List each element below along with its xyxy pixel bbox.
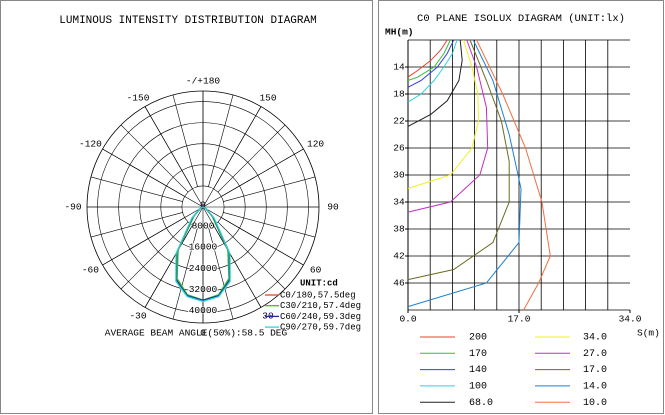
isolux-curve (407, 39, 510, 281)
isolux-curve (407, 39, 463, 127)
x-tick-label: 17.0 (508, 314, 531, 325)
polar-title: LUMINOUS INTENSITY DISTRIBUTION DIAGRAM (59, 15, 316, 27)
y-tick-label: 22 (393, 116, 405, 127)
beam-angle-note: AVERAGE BEAM ANGLE(50%):58.5 DEG (105, 328, 288, 339)
spoke (102, 206, 204, 266)
legend-label: 17.0 (583, 365, 607, 376)
spoke (223, 176, 316, 202)
legend-label: C0/180,57.5deg (280, 290, 356, 300)
angle-tick-label: -60 (82, 265, 99, 276)
angle-tick-label: 150 (259, 92, 276, 103)
legend-label: C30/210,57.4deg (280, 301, 361, 311)
angle-tick-label: -120 (79, 139, 102, 150)
x-axis-label: S(m) (637, 328, 660, 339)
x-tick-label: 0.0 (399, 314, 416, 325)
legend-label: 27.0 (583, 349, 607, 360)
isolux-curve (476, 39, 551, 311)
right-panel (378, 0, 664, 414)
y-tick-label: 34 (393, 197, 405, 208)
legend-label: 200 (469, 333, 487, 344)
angle-tick-label: 90 (327, 202, 339, 213)
isolux-curve (407, 39, 458, 103)
spoke (172, 94, 198, 187)
y-axis-label: MH(m) (385, 27, 414, 38)
legend-label: C60/240,59.3deg (280, 312, 361, 322)
left-panel (0, 0, 373, 414)
legend-label: 140 (469, 365, 487, 376)
unit-label: UNIT:cd (300, 278, 338, 288)
spoke (208, 94, 234, 187)
isolux-curve (407, 39, 448, 78)
spoke (202, 148, 304, 208)
spoke (144, 206, 204, 308)
legend-label: 14.0 (583, 382, 607, 393)
spoke (172, 227, 198, 320)
x-tick-label: 34.0 (619, 314, 642, 325)
isolux-title: C0 PLANE ISOLUX DIAGRAM (UNIT:lx) (417, 13, 625, 25)
angle-tick-label: 120 (307, 139, 324, 150)
spoke (202, 106, 262, 208)
spoke (202, 206, 304, 266)
isolux-curve (407, 39, 455, 88)
spoke (90, 212, 183, 238)
isolux-curve (407, 39, 489, 213)
legend-label: 68.0 (469, 398, 493, 409)
isolux-curve (407, 39, 522, 308)
isolux-curve (407, 39, 480, 189)
y-tick-label: 26 (393, 143, 405, 154)
spoke (102, 148, 204, 208)
y-tick-label: 14 (393, 62, 405, 73)
spoke (217, 124, 286, 193)
angle-tick-label: 60 (310, 265, 322, 276)
intensity-curve (175, 206, 231, 303)
spoke (144, 106, 204, 208)
legend-label: 170 (469, 349, 487, 360)
legend-label: C90/270,59.7deg (280, 322, 361, 332)
y-tick-label: 30 (393, 170, 405, 181)
spoke (217, 221, 286, 290)
legend-label: 100 (469, 382, 487, 393)
angle-tick-label: -90 (64, 202, 81, 213)
legend-label: 10.0 (583, 398, 607, 409)
y-tick-label: 46 (393, 278, 405, 289)
spoke (208, 227, 234, 320)
spoke (202, 206, 262, 308)
legend-label: 34.0 (583, 333, 607, 344)
y-tick-label: 38 (393, 224, 405, 235)
angle-tick-label: -/+180 (186, 76, 221, 87)
spoke (120, 221, 189, 290)
y-tick-label: 42 (393, 251, 405, 262)
angle-tick-label: 0 (200, 328, 206, 339)
angle-tick-label: -30 (129, 311, 146, 322)
spoke (90, 176, 183, 202)
angle-tick-label: -150 (127, 92, 150, 103)
y-tick-label: 18 (393, 89, 405, 100)
spoke (120, 124, 189, 193)
spoke (223, 212, 316, 238)
isolux-curve (407, 39, 451, 81)
